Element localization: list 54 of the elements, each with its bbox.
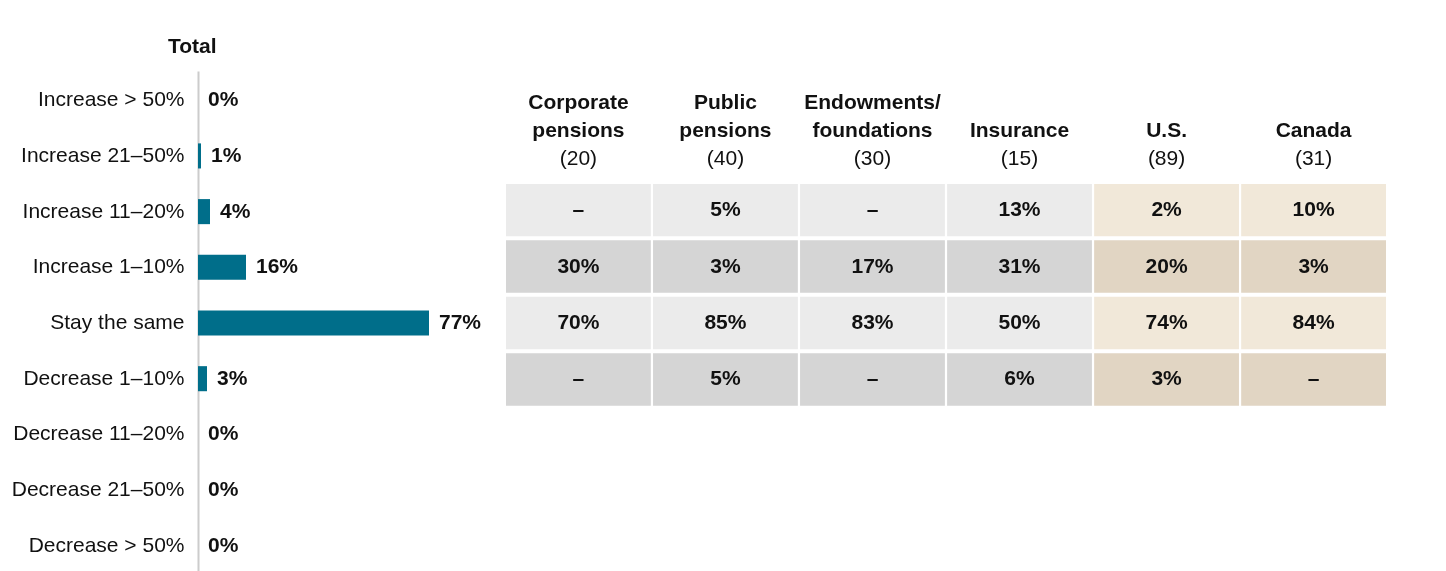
data-label: 16%	[256, 254, 299, 278]
data-label: 17%	[851, 253, 894, 277]
data-label: 2%	[1151, 197, 1183, 221]
data-label: 3%	[1151, 366, 1183, 390]
data-label: 84%	[1292, 310, 1335, 333]
chart-title: Total	[168, 34, 217, 57]
text: –	[866, 366, 879, 390]
y-tick-label: Stay the same	[50, 310, 185, 333]
category-label: Insurance (15)	[969, 118, 1070, 169]
data-label: 30%	[557, 253, 600, 277]
bar	[198, 254, 246, 280]
category-label: Canada (31)	[1275, 118, 1352, 169]
y-tick-label: Increase 1–10%	[32, 254, 185, 278]
data-label: 77%	[439, 310, 482, 333]
data-label: 85%	[704, 310, 747, 333]
data-label: 0%	[208, 421, 239, 445]
data-label: 3%	[710, 253, 741, 277]
data-label: 0%	[208, 87, 239, 111]
data-label: 6%	[1004, 366, 1036, 390]
y-tick-label: Decrease > 50%	[28, 532, 185, 556]
y-tick-label: Increase 11–20%	[22, 198, 185, 222]
data-label: 5%	[710, 366, 741, 390]
category-label: Endowments/ foundations (30)	[804, 90, 941, 169]
data-label: 74%	[1145, 310, 1188, 333]
y-tick-label: Increase 21–50%	[21, 142, 185, 166]
bar	[198, 199, 210, 225]
category-label: U.S. (89)	[1146, 118, 1187, 169]
y-tick-label: Decrease 11–20%	[13, 421, 185, 445]
data-label: 50%	[998, 310, 1041, 333]
data-label: 10%	[1292, 197, 1335, 221]
data-label: 3%	[1298, 253, 1330, 277]
y-tick-label: Increase > 50%	[37, 87, 185, 111]
data-label: 1%	[211, 142, 242, 166]
bar	[198, 310, 429, 336]
data-label: 31%	[998, 253, 1041, 277]
data-label: 70%	[557, 310, 600, 333]
category-label: Public pensions (40)	[679, 90, 772, 169]
data-label: 3%	[217, 365, 248, 389]
text: –	[866, 197, 879, 221]
data-label: 13%	[998, 197, 1041, 221]
text: –	[572, 366, 585, 390]
data-label: 20%	[1145, 253, 1188, 277]
text: –	[572, 197, 585, 221]
y-tick-label: Decrease 21–50%	[11, 477, 185, 501]
data-label: 0%	[208, 532, 239, 556]
data-label: 4%	[220, 198, 251, 222]
data-label: 0%	[208, 477, 239, 501]
bar	[198, 143, 201, 169]
category-label: Corporate pensions (20)	[528, 90, 629, 169]
data-label: 83%	[851, 310, 894, 333]
data-label: 5%	[710, 197, 741, 221]
text: –	[1307, 366, 1320, 390]
y-tick-label: Decrease 1–10%	[23, 365, 185, 389]
bar	[198, 366, 207, 392]
